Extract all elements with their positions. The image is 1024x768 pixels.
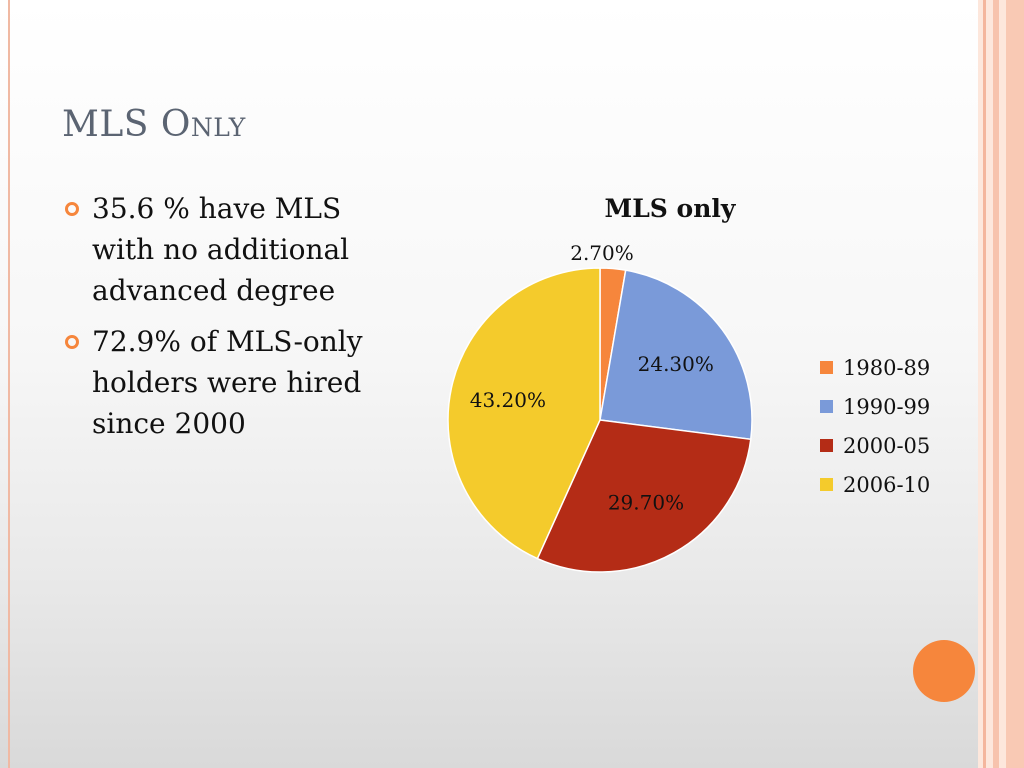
legend-item: 1980-89 xyxy=(820,348,930,387)
legend-label: 1980-89 xyxy=(843,355,931,380)
legend-swatch xyxy=(820,478,833,491)
pie-data-label: 24.30% xyxy=(638,352,714,376)
bullet-item: 72.9% of MLS-only holders were hired sin… xyxy=(62,321,402,444)
legend-item: 1990-99 xyxy=(820,387,930,426)
bullet-list: 35.6 % have MLS with no additional advan… xyxy=(62,188,402,454)
pie-slice-1990-99 xyxy=(599,269,753,441)
pie-chart: 2.70% 24.30% 29.70% 43.20% xyxy=(447,241,753,573)
legend-label: 2006-10 xyxy=(843,472,931,497)
pie-slice-2000-05 xyxy=(536,419,752,573)
slide-title: MLS Only xyxy=(62,104,246,145)
legend-swatch xyxy=(820,400,833,413)
pie-slice-2006-10 xyxy=(447,267,601,560)
right-decor-line xyxy=(993,0,999,768)
legend-item: 2000-05 xyxy=(820,426,930,465)
legend-swatch xyxy=(820,439,833,452)
legend-swatch xyxy=(820,361,833,374)
right-decor-line xyxy=(983,0,986,768)
bullet-text: 35.6 % have MLS with no additional advan… xyxy=(92,192,350,307)
decorative-orange-circle xyxy=(913,640,975,702)
pie-data-label: 2.70% xyxy=(570,241,634,265)
right-decor-line xyxy=(1006,0,1024,768)
pie-data-label: 43.20% xyxy=(470,388,546,412)
chart-legend: 1980-89 1990-99 2000-05 2006-10 xyxy=(820,348,930,504)
chart-title: MLS only xyxy=(604,194,736,223)
legend-item: 2006-10 xyxy=(820,465,930,504)
bullet-text: 72.9% of MLS-only holders were hired sin… xyxy=(92,325,363,440)
legend-label: 1990-99 xyxy=(843,394,931,419)
left-edge-line xyxy=(8,0,10,768)
legend-label: 2000-05 xyxy=(843,433,931,458)
bullet-ring-icon xyxy=(65,335,79,349)
bullet-ring-icon xyxy=(65,202,79,216)
bullet-item: 35.6 % have MLS with no additional advan… xyxy=(62,188,402,311)
pie-data-label: 29.70% xyxy=(608,490,684,514)
